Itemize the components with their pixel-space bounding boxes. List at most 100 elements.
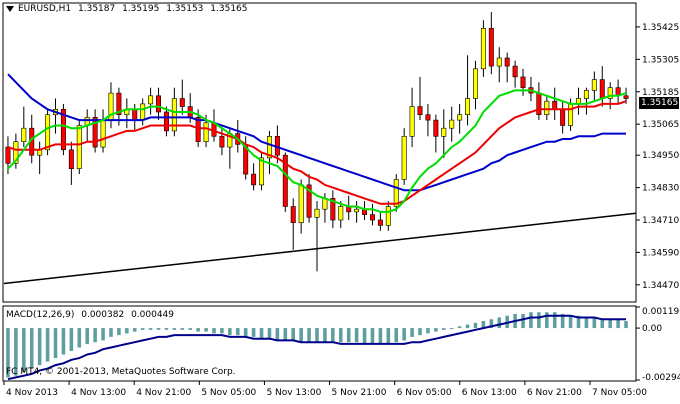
candle-body [401, 136, 407, 180]
candle-body [219, 136, 225, 148]
candle-body [607, 87, 613, 99]
candle-body [591, 79, 597, 91]
time-tick-label: 7 Nov 05:00 [592, 388, 647, 398]
candle-body [5, 146, 11, 164]
macd-histogram-bar [449, 328, 454, 330]
candle-body [290, 206, 296, 224]
macd-histogram-bar [457, 326, 462, 329]
time-tick-label: 5 Nov 21:00 [332, 388, 387, 398]
copyright-text: FC MT4, © 2001-2013, MetaQuotes Software… [6, 367, 236, 377]
macd-signal-value: 0.000449 [131, 310, 175, 320]
price-tick-label: 1.35305 [642, 55, 679, 65]
macd-histogram-bar [275, 328, 280, 341]
open-value: 1.35187 [78, 4, 116, 14]
candle-body [259, 157, 265, 186]
candle-body [385, 206, 391, 226]
time-tick-label: 6 Nov 21:00 [527, 388, 582, 398]
macd-histogram-bar [204, 328, 208, 332]
macd-histogram-bar [299, 328, 303, 343]
price-tick-label: 1.35185 [642, 88, 679, 98]
candle-body [583, 90, 589, 99]
candle-body [480, 27, 486, 70]
candle-body [417, 106, 423, 115]
price-tick-label: 1.34710 [642, 216, 679, 226]
macd-histogram-bar [331, 328, 335, 343]
macd-histogram-bar [370, 328, 375, 344]
candle-body [179, 98, 185, 107]
ma-fast-line [7, 89, 627, 213]
macd-histogram-bar [576, 315, 581, 329]
ma-slow-line [7, 73, 626, 192]
candle-body [13, 141, 19, 164]
candle-body [465, 98, 471, 116]
candle-body [377, 219, 383, 226]
candle-body [322, 198, 328, 210]
macd-histogram-bar [600, 319, 605, 329]
macd-histogram-bar [442, 328, 446, 330]
time-tick-label: 4 Nov 13:00 [71, 388, 126, 398]
candle-body [116, 92, 122, 115]
candle-body [298, 184, 304, 223]
candle-body [354, 208, 360, 213]
macd-histogram-bar [568, 315, 573, 329]
close-value: 1.35165 [210, 4, 248, 14]
low-value: 1.35153 [166, 4, 204, 14]
time-tick-label: 5 Nov 05:00 [201, 388, 256, 398]
trendline [3, 212, 637, 285]
time-tick-label: 6 Nov 05:00 [397, 388, 452, 398]
macd-histogram-bar [338, 328, 343, 343]
price-tick-label: 1.35065 [642, 120, 679, 130]
macd-histogram-bar [45, 328, 50, 362]
candle-body [512, 65, 518, 78]
macd-histogram-bar [188, 328, 192, 330]
candle-body [100, 119, 106, 148]
macd-histogram-bar [362, 328, 367, 344]
moving-averages [3, 73, 637, 285]
candle-body [623, 95, 629, 99]
candle-body [338, 206, 344, 221]
candle-body [568, 103, 574, 126]
candle-body [441, 127, 447, 137]
macd-histogram-bar [220, 328, 224, 334]
candle-body [306, 184, 312, 218]
macd-histogram-bar [465, 324, 470, 329]
candle-body [393, 179, 399, 207]
candle-body [148, 95, 154, 105]
macd-indicator [6, 312, 628, 381]
macd-histogram-bar [117, 328, 121, 336]
candle-body [433, 119, 439, 137]
macd-histogram-bar [164, 328, 169, 330]
candle-body [45, 114, 51, 151]
time-axis: 4 Nov 2013 4 Nov 13:00 4 Nov 21:00 5 Nov 05… [3, 381, 647, 398]
macd-histogram-bar [592, 317, 597, 329]
macd-label: MACD(12,26,9) [6, 310, 75, 320]
high-value: 1.35195 [122, 4, 160, 14]
macd-axis: 0.001196 0.00 -0.002945 [636, 306, 680, 383]
triangle-down-icon[interactable] [6, 5, 14, 12]
macd-histogram-bar [616, 319, 620, 329]
chart-header: EURUSD,H1 1.35187 1.35195 1.35153 1.3516… [6, 4, 252, 14]
macd-histogram-bar [259, 328, 264, 339]
macd-header: MACD(12,26,9) 0.000382 0.000449 [6, 310, 178, 320]
current-price-tag: 1.35165 [639, 97, 679, 109]
macd-histogram-bar [521, 313, 525, 329]
macd-histogram-bar [93, 328, 97, 343]
macd-histogram-bar [307, 328, 311, 343]
candle-body [369, 214, 375, 221]
time-tick-label: 5 Nov 13:00 [266, 388, 321, 398]
macd-histogram-bar [251, 328, 256, 337]
macd-histogram-bar [481, 321, 486, 329]
macd-histogram-bar [410, 328, 414, 337]
macd-histogram-bar [53, 328, 58, 359]
macd-histogram-bar [386, 328, 391, 344]
main-chart-frame [2, 2, 637, 303]
time-tick-label: 4 Nov 21:00 [136, 388, 191, 398]
candle-body [560, 109, 566, 126]
macd-histogram-bar [235, 328, 240, 336]
macd-histogram-bar [267, 328, 272, 339]
candle-body [203, 122, 209, 143]
macd-histogram-bar [434, 328, 438, 332]
price-tick-label: 1.34470 [642, 281, 679, 291]
